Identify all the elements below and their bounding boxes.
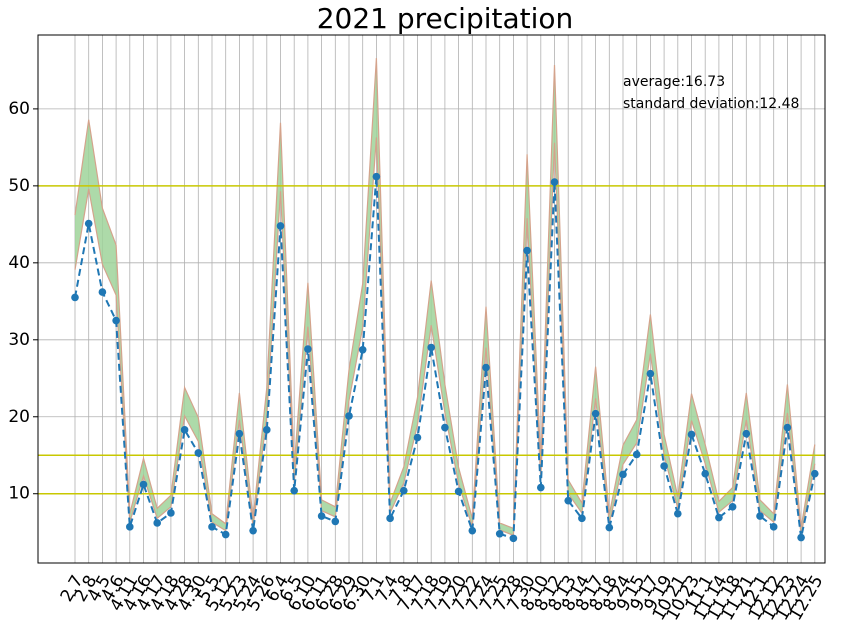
data-point <box>769 523 778 531</box>
plot-frame <box>37 34 826 564</box>
data-point <box>632 450 641 459</box>
data-point <box>331 517 340 526</box>
band-edge <box>74 58 816 530</box>
data-point <box>783 423 792 432</box>
data-point <box>701 469 709 478</box>
data-point <box>386 514 394 523</box>
data-point <box>564 496 572 505</box>
data-point <box>715 513 723 522</box>
data-point <box>756 512 764 520</box>
data-point <box>495 529 504 538</box>
data-point <box>276 222 285 230</box>
y-tick-label: 40 <box>8 253 30 273</box>
data-point <box>674 509 682 518</box>
data-point <box>797 533 805 542</box>
data-point <box>619 470 627 479</box>
data-point <box>208 523 216 531</box>
data-point <box>139 480 148 489</box>
annotation: standard deviation:12.48 <box>623 96 799 112</box>
y-tick-label: 30 <box>8 330 30 350</box>
data-point <box>221 530 230 539</box>
band <box>75 58 815 536</box>
data-point <box>509 534 518 543</box>
data-point <box>317 512 326 520</box>
data-point <box>523 246 531 255</box>
data-point <box>372 172 381 181</box>
data-point <box>126 523 134 531</box>
data-point <box>578 514 586 523</box>
data-point <box>550 178 559 186</box>
y-tick-label: 10 <box>8 484 30 504</box>
data-point <box>427 343 436 352</box>
data-point <box>345 412 353 420</box>
data-point <box>441 423 449 432</box>
data-point <box>660 462 668 470</box>
data-point <box>646 369 655 378</box>
data-point <box>591 409 600 418</box>
data-point <box>728 503 737 511</box>
data-point <box>304 345 312 353</box>
data-point <box>290 486 299 495</box>
data-point <box>84 219 93 228</box>
data-point <box>71 293 79 302</box>
data-point <box>482 363 490 372</box>
data-point <box>742 429 751 438</box>
data-point <box>358 345 367 354</box>
data-point <box>167 509 175 517</box>
data-point <box>454 487 463 496</box>
data-point <box>687 430 696 439</box>
data-point <box>605 523 614 532</box>
data-point <box>112 316 120 325</box>
data-point <box>180 426 189 434</box>
data-point <box>468 526 477 535</box>
annotation: average:16.73 <box>623 74 725 90</box>
data-point <box>413 433 422 442</box>
y-tick-label: 60 <box>8 99 30 119</box>
data-point <box>400 486 408 495</box>
data-point <box>194 449 203 457</box>
y-tick-label: 20 <box>8 407 30 427</box>
data-point <box>249 526 257 535</box>
data-point <box>263 426 271 434</box>
chart-title: 2021 precipitation <box>317 2 574 35</box>
data-point <box>153 519 161 527</box>
data-point <box>811 469 819 478</box>
data-point <box>537 483 545 492</box>
data-point <box>98 288 107 296</box>
band-edge <box>74 137 816 537</box>
data-point <box>235 429 244 438</box>
y-tick-label: 50 <box>8 176 30 196</box>
